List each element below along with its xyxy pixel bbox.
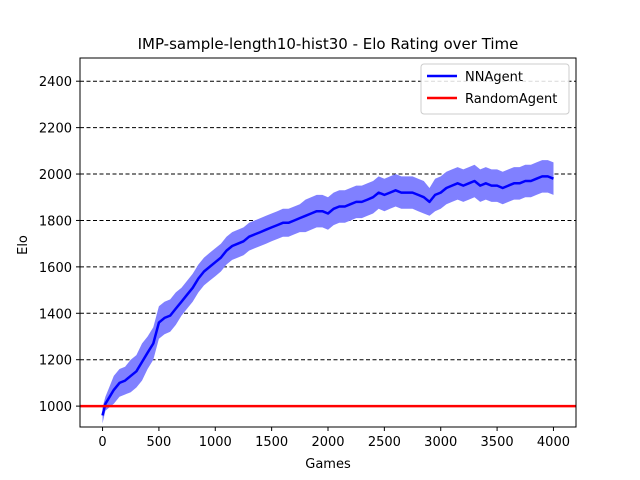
legend-box xyxy=(420,63,570,115)
x-tick-label: 4000 xyxy=(537,435,570,450)
y-tick-label: 1600 xyxy=(39,261,72,276)
y-tick-label: 1200 xyxy=(39,354,72,369)
x-tick-label: 2000 xyxy=(311,435,344,450)
x-tick-label: 0 xyxy=(98,435,106,450)
legend-label-nnagent: NNAgent xyxy=(465,70,523,85)
x-tick-label: 1000 xyxy=(199,435,232,450)
x-axis-label: Games xyxy=(305,457,351,472)
series-line-nnagent xyxy=(101,175,554,416)
chart-title: IMP-sample-length10-hist30 - Elo Rating … xyxy=(138,35,519,53)
x-tick-label: 2500 xyxy=(368,435,401,450)
y-tick-label: 2200 xyxy=(39,122,72,137)
x-tick-label: 500 xyxy=(146,435,171,450)
y-tick-label: 1800 xyxy=(39,214,72,229)
legend-label-randomagent: RandomAgent xyxy=(465,92,557,107)
y-tick-label: 2000 xyxy=(39,168,72,183)
y-tick-label: 1000 xyxy=(39,400,72,415)
y-axis-label: Elo xyxy=(16,235,31,255)
axis-layer: 0 500 1000 1500 2000 2500 3000 3500 4000 1000 1200… xyxy=(39,57,577,450)
x-tick-label: 1500 xyxy=(255,435,288,450)
x-tick-label: 3000 xyxy=(424,435,457,450)
x-tick-label: 3500 xyxy=(481,435,514,450)
legend: NNAgent RandomAgent xyxy=(420,63,570,115)
y-tick-label: 2400 xyxy=(39,75,72,90)
series-line-layer xyxy=(80,175,576,416)
y-tick-label: 1400 xyxy=(39,307,72,322)
